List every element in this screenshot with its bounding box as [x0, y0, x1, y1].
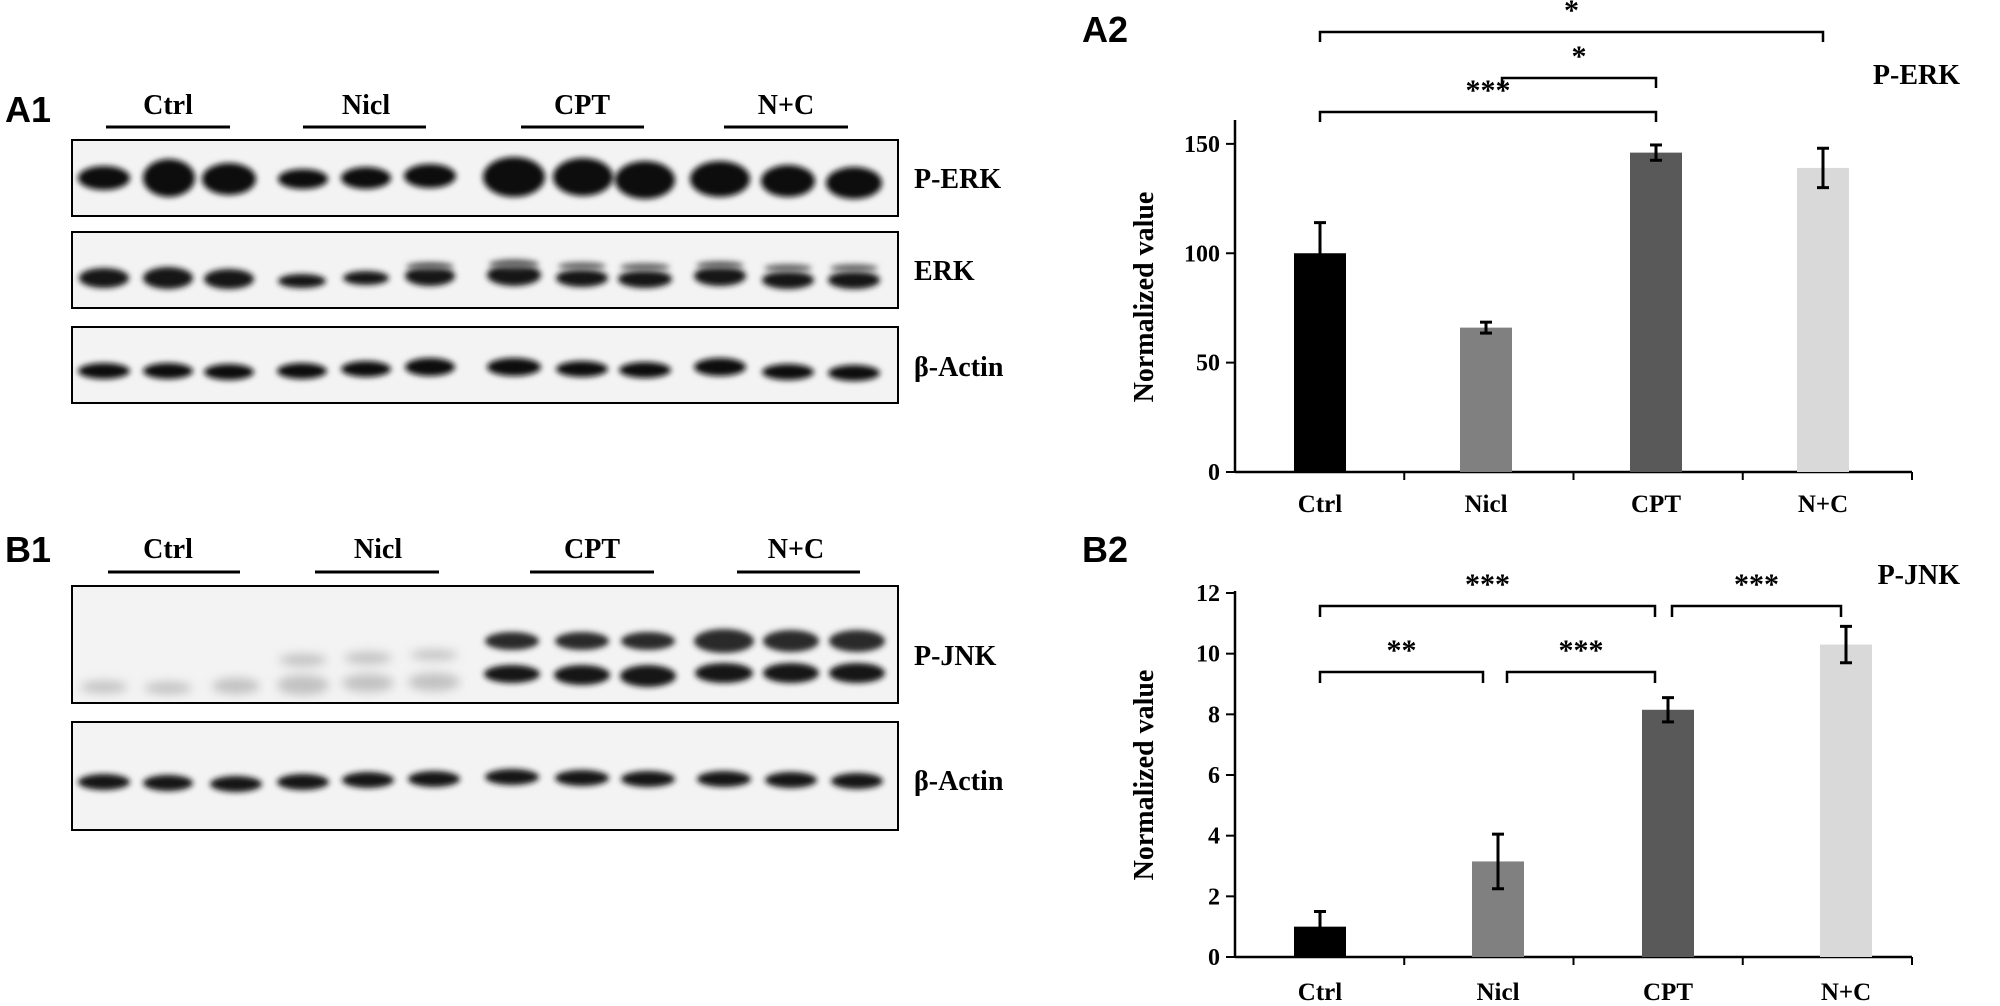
y-axis-label: Normalized value — [1129, 192, 1160, 403]
bar-nc — [1797, 167, 1849, 472]
x-tick-label: N+C — [1821, 979, 1871, 1006]
bar-nicl — [1460, 327, 1512, 472]
bar-chart-p-jnk: P-JNK Normalized value 0 2 4 6 8 10 12 Ctrl Nicl CP… — [1129, 560, 1960, 1006]
blot-a1-group-nicl: Nicl — [303, 90, 426, 129]
blot-b1-group-nicl: Nicl — [315, 534, 439, 574]
significance-label: ** — [1387, 634, 1417, 667]
blot-a1-group-ctrl: Ctrl — [106, 90, 230, 129]
western-blot-b1: Ctrl Nicl CPT N+C — [71, 534, 1004, 831]
x-tick-label: Nicl — [1464, 491, 1507, 518]
chart-title: P-JNK — [1878, 560, 1961, 591]
panel-label-b2: B2 — [1082, 529, 1128, 570]
significance-bracket — [1318, 670, 1485, 683]
band-label-beta-actin-b1: β-Actin — [914, 766, 1004, 797]
blot-b1-group-nc: N+C — [737, 534, 860, 574]
bar-cpt — [1642, 709, 1694, 957]
bar-nc — [1820, 644, 1872, 957]
blot-strip-p-erk — [71, 139, 899, 217]
x-tick-label: Ctrl — [1298, 491, 1342, 518]
significance-label: * — [1564, 0, 1579, 27]
blot-b1-group-cpt: CPT — [530, 534, 654, 574]
y-tick-label: 150 — [1184, 132, 1220, 158]
group-label: Nicl — [342, 90, 390, 121]
group-label: Ctrl — [143, 90, 193, 121]
y-tick-label: 0 — [1208, 460, 1220, 486]
group-label: N+C — [768, 534, 824, 565]
group-label: CPT — [554, 90, 610, 121]
significance-label: *** — [1465, 568, 1510, 601]
y-tick-label: 8 — [1208, 702, 1220, 728]
blot-b1-group-ctrl: Ctrl — [108, 534, 240, 574]
bar-ctrl — [1294, 253, 1346, 472]
bar-chart-p-erk: P-ERK Normalized value 0 50 100 150 Ctrl Nicl CP… — [1129, 0, 1960, 518]
group-label: Ctrl — [143, 534, 193, 565]
y-tick-label: 4 — [1208, 824, 1220, 850]
significance-bracket — [1318, 604, 1657, 617]
y-tick-label: 50 — [1196, 351, 1220, 377]
chart-title: P-ERK — [1873, 60, 1960, 91]
significance-label: * — [1572, 40, 1587, 73]
panel-label-a1: A1 — [5, 89, 51, 130]
blot-a1-group-nc: N+C — [724, 90, 848, 129]
y-axis-label: Normalized value — [1129, 670, 1160, 881]
significance-bracket — [1318, 30, 1825, 42]
x-tick-label: Ctrl — [1298, 979, 1342, 1006]
significance-bracket — [1318, 110, 1658, 122]
significance-bracket — [1500, 76, 1658, 88]
blot-strip-erk — [71, 231, 899, 309]
blot-strip-beta-actin-a1 — [71, 326, 899, 404]
blot-strip-p-jnk — [71, 585, 899, 704]
x-tick-label: Nicl — [1476, 979, 1519, 1006]
x-tick-label: CPT — [1643, 979, 1693, 1006]
blot-a1-group-cpt: CPT — [521, 90, 644, 129]
band-label-erk: ERK — [914, 256, 975, 287]
blot-strip-beta-actin-b1 — [71, 721, 899, 831]
y-tick-label: 2 — [1208, 884, 1220, 910]
group-label: N+C — [758, 90, 814, 121]
significance-label: *** — [1734, 568, 1779, 601]
group-label: Nicl — [354, 534, 402, 565]
band-label-beta-actin-a1: β-Actin — [914, 352, 1004, 383]
significance-label: *** — [1559, 634, 1604, 667]
y-tick-label: 6 — [1208, 763, 1220, 789]
y-tick-label: 0 — [1208, 945, 1220, 971]
band-label-p-erk: P-ERK — [914, 164, 1001, 195]
band-label-p-jnk: P-JNK — [914, 641, 997, 672]
x-tick-label: N+C — [1798, 491, 1848, 518]
significance-bracket — [1670, 604, 1843, 617]
y-tick-label: 10 — [1196, 642, 1220, 668]
significance-bracket — [1505, 670, 1657, 683]
group-label: CPT — [564, 534, 620, 565]
panel-label-a2: A2 — [1082, 9, 1128, 50]
y-tick-label: 12 — [1196, 581, 1220, 607]
x-tick-label: CPT — [1631, 491, 1681, 518]
bar-cpt — [1630, 152, 1682, 472]
panel-label-b1: B1 — [5, 529, 51, 570]
western-blot-a1: Ctrl Nicl CPT N+C — [71, 90, 1004, 404]
y-tick-label: 100 — [1184, 241, 1220, 267]
